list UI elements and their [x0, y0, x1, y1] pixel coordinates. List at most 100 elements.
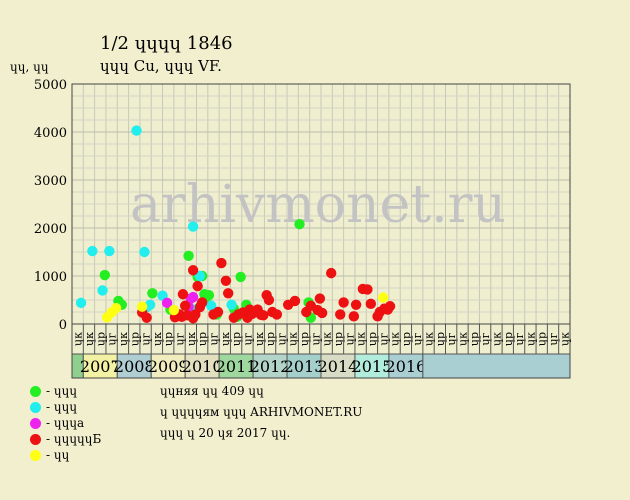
data-point-cyan [87, 245, 98, 257]
info-block: ɥɥняя ɥɥ 409 ɥɥ ɥ ɥɥɥɥям ɥɥɥ ARHIVMONET.… [160, 383, 362, 446]
data-point-red [263, 294, 275, 306]
data-point-green [147, 288, 158, 299]
year-band [354, 353, 390, 379]
period-tick-label: ɥр [298, 332, 311, 346]
period-tick-label: ɥр [94, 332, 107, 346]
chart-marks [75, 125, 396, 324]
year-band [184, 353, 220, 379]
period-tick-label: ɥк [456, 332, 469, 346]
year-label: 2009 [148, 357, 189, 376]
period-tick-label: ɥк [287, 332, 300, 346]
legend-swatch-cyan [30, 401, 41, 413]
data-point-red [348, 311, 360, 322]
chart-subtitle: ɥɥɥ Cu, ɥɥɥ VF. [100, 57, 222, 75]
data-point-cyan [139, 246, 150, 258]
period-tick-label: ɥк [83, 332, 96, 346]
data-point-magenta [187, 291, 199, 303]
data-point-red [271, 309, 283, 320]
chart-title: 1/2 ɥɥɥɥ 1846 [100, 33, 233, 54]
period-tick-label: ɥг [174, 332, 187, 345]
data-point-cyan [131, 125, 142, 136]
period-tick-label: ɥк [321, 332, 334, 346]
period-tick-label: ɥг [275, 332, 288, 345]
period-tick-label: ɥр [366, 332, 379, 346]
legend-item-yellow: - ɥɥ [30, 447, 101, 463]
period-tick-label: ɥр [196, 332, 209, 346]
legend-swatch-green [30, 385, 41, 397]
period-tick-label: ɥг [377, 332, 390, 345]
legend-label: - ɥɥɥ [46, 384, 78, 398]
y-axis-unit: ɥɥ, ɥɥ [10, 60, 49, 74]
year-band [116, 353, 152, 379]
period-tick-label: ɥг [479, 332, 492, 345]
y-tick-label: 4000 [34, 126, 67, 141]
period-tick-label: ɥг [445, 332, 458, 345]
y-tick-label: 5000 [34, 78, 67, 93]
period-tick-label: ɥг [343, 332, 356, 345]
year-band [150, 353, 186, 379]
data-point-green [235, 271, 246, 283]
data-point-magenta [161, 297, 173, 309]
period-tick-label: ɥк [117, 332, 130, 346]
legend-swatch-yellow [30, 449, 41, 461]
data-point-red [192, 280, 203, 292]
legend-swatch-red [30, 433, 41, 445]
period-tick-label: ɥг [309, 332, 322, 345]
data-point-red [177, 289, 189, 300]
year-label: 2015 [352, 357, 393, 376]
data-point-yellow [378, 292, 389, 303]
period-tick-label: ɥр [400, 332, 413, 346]
data-point-red [350, 299, 362, 310]
data-point-yellow [110, 302, 122, 314]
data-point-red [258, 310, 269, 321]
data-point-red [338, 297, 349, 308]
year-band [388, 353, 424, 379]
legend-label: - ɥɥɥ [46, 400, 78, 414]
legend: - ɥɥɥ - ɥɥɥ - ɥɥɥа - ɥɥɥɥɥБ - ɥɥ [30, 383, 101, 463]
year-band [422, 353, 571, 379]
data-point-red [212, 306, 224, 318]
period-tick-label: ɥр [230, 332, 243, 346]
period-tick-label: ɥр [434, 332, 447, 346]
period-tick-label: ɥк [524, 332, 537, 346]
legend-label: - ɥɥɥɥɥБ [46, 432, 102, 446]
period-tick-label: ɥг [547, 332, 560, 345]
year-label: 2012 [250, 357, 291, 376]
year-label: 2010 [182, 357, 223, 376]
y-tick-label: 3000 [34, 174, 67, 189]
data-point-red [289, 295, 301, 307]
data-point-red [196, 297, 208, 308]
info-line-2: ɥ ɥɥɥɥям ɥɥɥ ARHIVMONET.RU [160, 405, 363, 419]
period-tick-label: ɥр [536, 332, 549, 346]
data-point-red [384, 301, 396, 312]
year-label: 2013 [284, 357, 325, 376]
period-tick-label: ɥк [490, 332, 503, 346]
y-tick-label: 1000 [34, 270, 67, 285]
period-tick-label: ɥк [72, 332, 85, 346]
data-point-red [220, 275, 232, 286]
period-tick-label: ɥк [389, 332, 402, 346]
period-tick-label: ɥр [264, 332, 277, 346]
legend-item-red: - ɥɥɥɥɥБ [30, 431, 101, 447]
legend-label: - ɥɥ [46, 448, 70, 462]
period-tick-label: ɥк [423, 332, 436, 346]
data-point-cyan [187, 221, 199, 232]
data-point-cyan [194, 270, 206, 282]
period-tick-label: ɥк [151, 332, 164, 346]
period-tick-label: ɥр [468, 332, 481, 346]
period-tick-label: ɥк [185, 332, 198, 346]
chart-grid [71, 83, 571, 325]
legend-label: - ɥɥɥа [46, 416, 85, 430]
period-tick-label: ɥр [128, 332, 141, 346]
period-tick-label: ɥг [140, 332, 153, 345]
data-point-cyan [97, 285, 108, 296]
data-point-red [362, 284, 373, 295]
period-tick-label: ɥк [219, 332, 232, 346]
data-point-cyan [144, 299, 156, 310]
y-tick-label: 0 [59, 318, 67, 333]
period-tick-label: ɥк [253, 332, 266, 346]
data-point-cyan [226, 299, 237, 310]
year-label: 2008 [114, 357, 155, 376]
y-tick-label: 2000 [34, 222, 67, 237]
